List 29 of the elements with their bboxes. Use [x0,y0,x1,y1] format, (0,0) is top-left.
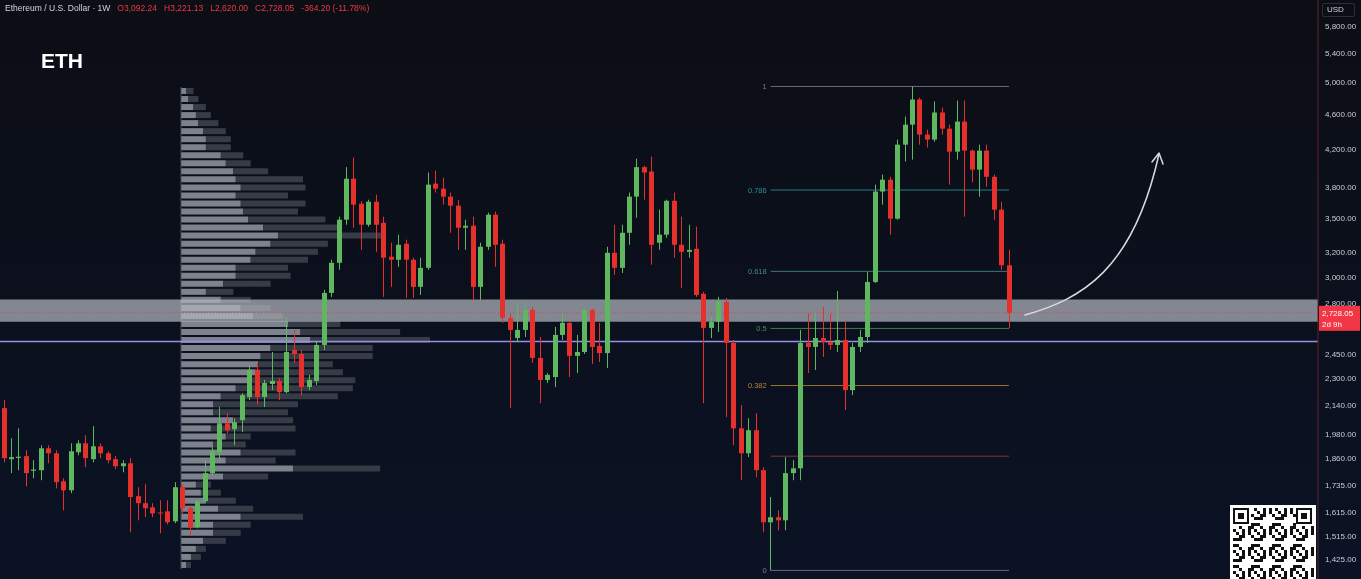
text: ETH [41,49,83,72]
y-tick-label: 1,735.00 [1325,480,1357,490]
y-tick-label: 5,800.00 [1325,22,1357,32]
annotation: O3,092.24 [117,3,158,13]
y-tick-label: 1,615.00 [1325,507,1357,517]
y-tick-label: 2,300.00 [1325,373,1357,383]
annotation: L2,620.00 [210,3,249,13]
y-tick-label: 4,600.00 [1325,110,1357,120]
text: 2d 9h [1322,319,1343,329]
annotation: C2,728.05 [255,3,295,13]
y-tick-label: 3,800.00 [1325,182,1357,192]
annotation: H3,221.13 [164,3,204,13]
y-tick-label: 1,425.00 [1325,555,1357,565]
annotation: -364.20 (-11.78%) [301,3,370,13]
y-tick-label: 2,800.00 [1325,298,1357,308]
ref-line-label: 2,728.05 [1322,308,1354,318]
y-tick-label: 3,000.00 [1325,272,1357,282]
y-tick-label: 4,200.00 [1325,144,1357,154]
y-tick-label: 3,200.00 [1325,248,1357,258]
y-axis-title: USD [1327,5,1344,14]
y-tick-label: 2,450.00 [1325,349,1357,359]
chart-subtitle: Ethereum / U.S. Dollar · 1W [5,3,111,13]
y-tick-label: 3,500.00 [1325,214,1357,224]
y-tick-label: 5,000.00 [1325,78,1357,88]
y-tick-label: 2,140.00 [1325,400,1357,410]
y-tick-label: 1,860.00 [1325,454,1357,464]
y-tick-label: 1,515.00 [1325,532,1357,542]
y-tick-label: 1,980.00 [1325,430,1357,440]
y-tick-label: 5,400.00 [1325,49,1357,59]
